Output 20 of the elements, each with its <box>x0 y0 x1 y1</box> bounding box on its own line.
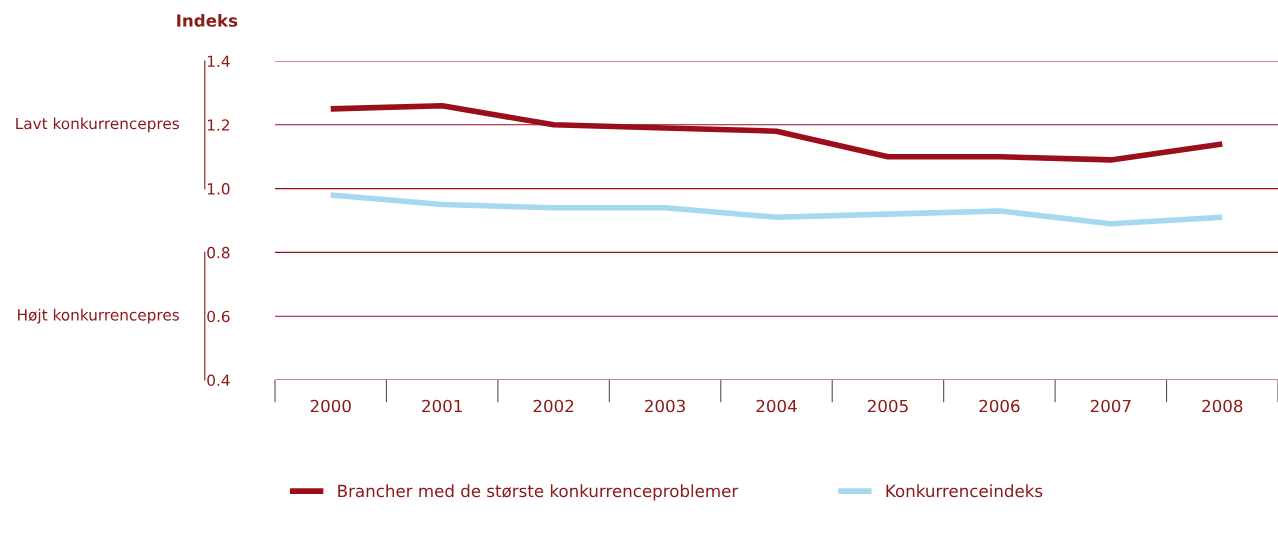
legend-label: Brancher med de største konkurrenceproblemer <box>338 484 739 501</box>
text: Lavt konkurrencepres <box>16 117 179 133</box>
x-tick-label: 2006 <box>979 399 1020 413</box>
x-tick-label: 2003 <box>645 399 685 413</box>
y-tick-label: 0.6 <box>207 310 230 323</box>
text: Højt konkurrencepres <box>18 308 179 324</box>
legend-label: Konkurrenceindeks <box>886 484 1043 498</box>
x-tick-label: 2001 <box>422 399 462 413</box>
y-tick-label: 1.2 <box>207 119 230 131</box>
x-tick-label: 2005 <box>867 399 908 413</box>
x-tick-label: 2002 <box>533 399 574 413</box>
y-tick-label: 0.8 <box>207 246 230 259</box>
x-tick-label: 2007 <box>1090 399 1131 413</box>
x-tick-label: 2004 <box>756 399 797 413</box>
y-tick-label: 0.4 <box>207 374 230 387</box>
y-tick-label: 1.0 <box>207 183 230 195</box>
y-tick-label: 1.4 <box>207 55 230 67</box>
x-tick-label: 2000 <box>310 399 351 413</box>
x-tick-label: 2008 <box>1202 399 1243 413</box>
y-axis-title: Indeks <box>177 13 238 27</box>
